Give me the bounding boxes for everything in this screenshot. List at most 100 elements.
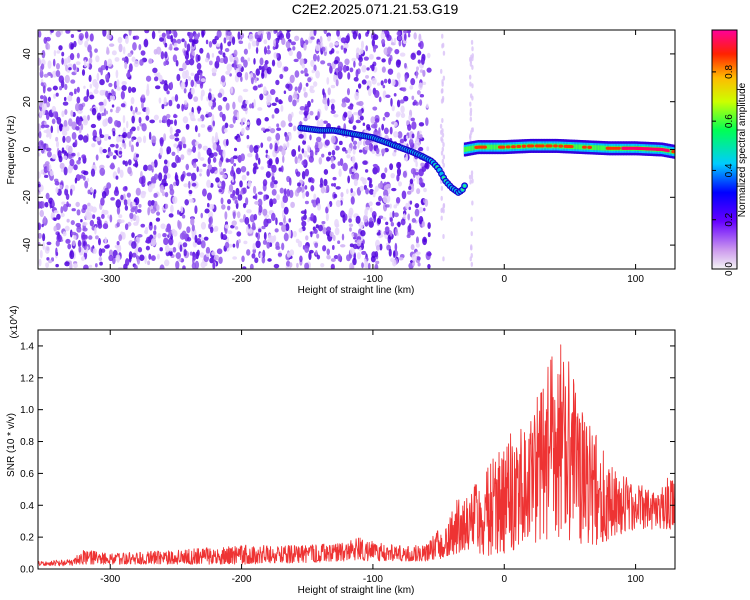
- noise-speckle: [174, 137, 180, 142]
- noise-speckle: [423, 238, 427, 243]
- trace-peak-core: [646, 147, 650, 151]
- top-y-axis-label: Frequency (Hz): [6, 116, 17, 185]
- noise-speckle: [276, 127, 282, 132]
- noise-speckle: [99, 146, 103, 154]
- noise-speckle: [99, 167, 106, 177]
- noise-speckle: [82, 221, 88, 226]
- noise-speckle: [390, 172, 395, 179]
- noise-speckle: [303, 91, 308, 98]
- trace-band-inner: [593, 145, 596, 151]
- noise-speckle: [145, 115, 150, 121]
- noise-speckle: [135, 111, 142, 115]
- noise-speckle: [176, 103, 181, 109]
- noise-speckle: [269, 143, 273, 150]
- noise-speckle: [148, 131, 152, 140]
- noise-speckle: [89, 94, 95, 100]
- noise-speckle: [74, 103, 80, 112]
- noise-speckle: [118, 150, 123, 155]
- trace-peak: [482, 145, 487, 149]
- noise-speckle: [341, 102, 347, 108]
- noise-speckle: [164, 51, 168, 59]
- noise-speckle: [183, 50, 187, 56]
- noise-speckle: [163, 259, 170, 267]
- noise-speckle: [74, 139, 78, 148]
- noise-speckle: [225, 35, 230, 41]
- noise-speckle: [96, 216, 101, 221]
- noise-speckle: [248, 228, 253, 234]
- noise-speckle: [150, 175, 157, 184]
- noise-speckle: [84, 180, 89, 189]
- noise-speckle: [161, 32, 166, 38]
- noise-speckle: [158, 97, 162, 104]
- noise-speckle: [246, 134, 250, 140]
- noise-speckle: [53, 49, 57, 57]
- noise-speckle: [135, 215, 140, 224]
- noise-speckle: [260, 142, 264, 148]
- noise-speckle: [218, 189, 223, 193]
- noise-speckle: [307, 217, 310, 223]
- noise-speckle: [337, 253, 342, 262]
- noise-speckle: [124, 205, 129, 211]
- noise-speckle: [70, 110, 74, 117]
- noise-speckle: [69, 250, 75, 260]
- noise-speckle: [144, 30, 150, 34]
- noise-speckle: [108, 43, 115, 47]
- noise-speckle: [64, 83, 68, 91]
- noise-speckle: [362, 140, 367, 147]
- noise-speckle: [138, 43, 142, 51]
- noise-speckle: [136, 136, 142, 144]
- noise-speckle: [136, 254, 139, 263]
- noise-speckle: [76, 159, 81, 165]
- noise-speckle: [235, 167, 242, 175]
- noise-speckle: [141, 123, 147, 132]
- noise-speckle: [83, 96, 89, 103]
- noise-speckle: [269, 88, 276, 96]
- trace-peak-core: [629, 146, 632, 150]
- noise-speckle: [182, 242, 188, 248]
- stripe-speckle: [441, 132, 445, 138]
- trace-peak: [616, 146, 621, 150]
- noise-speckle: [216, 30, 222, 38]
- noise-speckle: [301, 170, 306, 180]
- noise-speckle: [190, 79, 195, 88]
- noise-speckle: [310, 185, 315, 192]
- stripe-speckle: [440, 68, 443, 74]
- noise-speckle: [310, 98, 314, 103]
- noise-speckle: [263, 218, 269, 228]
- noise-speckle: [309, 149, 314, 159]
- colorbar-tick-label: 0.2: [724, 212, 735, 226]
- trace-peak-core: [641, 147, 645, 151]
- noise-speckle: [363, 56, 369, 61]
- stripe-speckle: [470, 174, 474, 180]
- noise-speckle: [89, 187, 94, 193]
- x-tick-label: -200: [232, 274, 252, 285]
- noise-speckle: [44, 201, 49, 208]
- noise-speckle: [153, 76, 159, 82]
- trace-peak-core: [654, 147, 657, 151]
- noise-speckle: [390, 222, 395, 227]
- noise-speckle: [267, 154, 270, 160]
- noise-speckle: [208, 100, 213, 107]
- noise-speckle: [38, 152, 41, 157]
- noise-speckle: [128, 251, 133, 260]
- noise-speckle: [253, 166, 259, 170]
- noise-speckle: [233, 163, 237, 167]
- noise-speckle: [134, 35, 140, 40]
- noise-speckle: [266, 66, 272, 75]
- noise-speckle: [117, 266, 124, 269]
- noise-speckle: [184, 59, 191, 66]
- noise-speckle: [39, 111, 42, 119]
- noise-speckle: [415, 243, 420, 248]
- noise-speckle: [93, 89, 99, 95]
- noise-speckle: [102, 30, 107, 37]
- noise-speckle: [378, 127, 381, 136]
- noise-speckle: [147, 164, 153, 171]
- noise-speckle: [208, 60, 213, 66]
- noise-speckle: [80, 256, 86, 262]
- stripe-speckle: [470, 231, 473, 237]
- noise-speckle: [283, 90, 287, 95]
- noise-speckle: [396, 99, 401, 108]
- noise-speckle: [45, 262, 50, 268]
- noise-speckle: [396, 174, 400, 182]
- noise-speckle: [74, 177, 78, 184]
